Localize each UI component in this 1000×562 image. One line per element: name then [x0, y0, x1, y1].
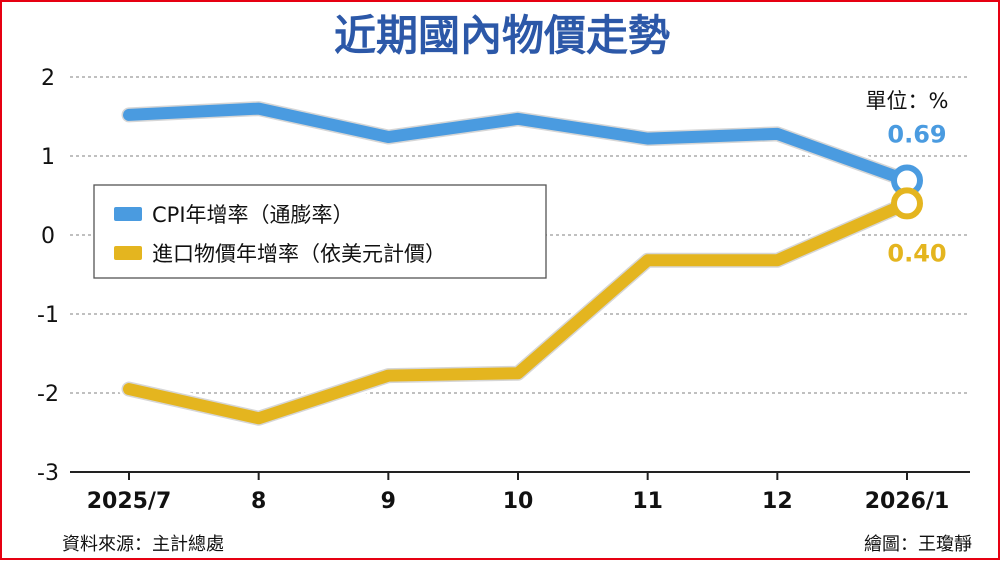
y-tick-label: -2 [37, 382, 59, 407]
x-tick-label: 10 [503, 489, 534, 514]
x-tick-label: 9 [381, 489, 396, 514]
x-tick-label: 8 [251, 489, 266, 514]
data-labels: 0.69 0.40 [887, 120, 946, 267]
series-end-markers [891, 164, 923, 220]
series-lines [119, 98, 917, 429]
cpi-line [123, 102, 913, 187]
legend-label-import-price: 進口物價年增率（依美元計價） [152, 242, 446, 266]
credit-note: 繪圖：王瓊靜 [864, 534, 972, 555]
legend-swatch-import-price [114, 246, 142, 260]
cpi-end-value-label: 0.69 [887, 120, 946, 148]
source-note: 資料來源：主計總處 [62, 534, 224, 555]
y-tick-label: 0 [41, 224, 55, 249]
y-axis-ticks: 2 1 0 -1 -2 -3 [37, 66, 59, 486]
y-tick-label: -3 [37, 461, 59, 486]
y-tick-label: -1 [37, 303, 59, 328]
x-tick-label: 12 [762, 489, 793, 514]
legend: CPI年增率（通膨率） 進口物價年增率（依美元計價） [93, 184, 547, 279]
unit-label: 單位：% [866, 89, 949, 113]
legend-box [93, 184, 547, 279]
x-tick-label: 11 [632, 489, 663, 514]
y-tick-label: 2 [41, 66, 55, 91]
x-axis-ticks: 2025/7 8 9 10 11 12 2026/1 [87, 472, 950, 514]
y-tick-label: 1 [41, 145, 55, 170]
legend-label-cpi: CPI年增率（通膨率） [152, 203, 354, 227]
import-price-end-marker [891, 187, 923, 220]
import-price-line [123, 197, 913, 425]
legend-swatch-cpi [114, 207, 142, 221]
import-price-end-value-label: 0.40 [887, 239, 946, 267]
x-tick-label: 2026/1 [865, 489, 950, 514]
x-tick-label: 2025/7 [87, 489, 172, 514]
chart-title: 近期國內物價走勢 [334, 11, 670, 60]
